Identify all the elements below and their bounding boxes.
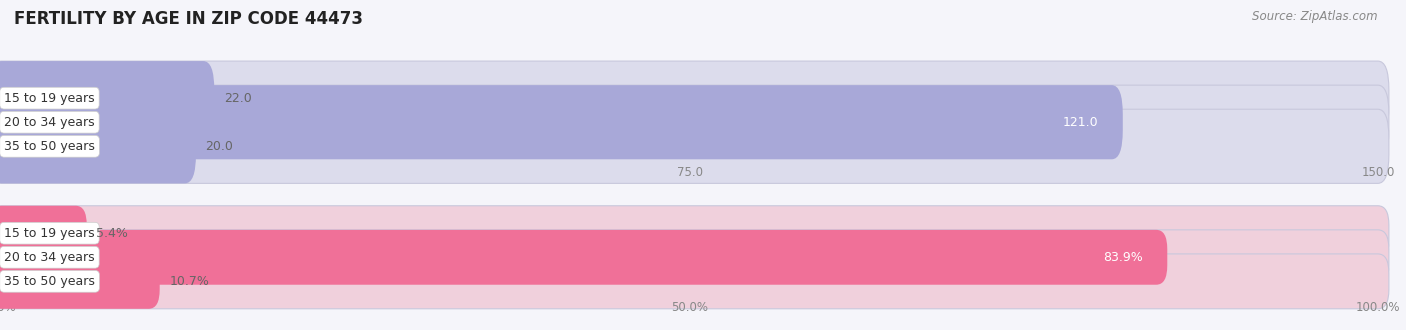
Text: 20.0: 20.0 bbox=[205, 140, 233, 153]
FancyBboxPatch shape bbox=[0, 206, 87, 261]
Text: FERTILITY BY AGE IN ZIP CODE 44473: FERTILITY BY AGE IN ZIP CODE 44473 bbox=[14, 10, 363, 28]
Text: 20 to 34 years: 20 to 34 years bbox=[4, 251, 94, 264]
FancyBboxPatch shape bbox=[0, 85, 1389, 159]
Text: 22.0: 22.0 bbox=[224, 92, 252, 105]
FancyBboxPatch shape bbox=[0, 61, 1389, 135]
Text: 15 to 19 years: 15 to 19 years bbox=[4, 92, 94, 105]
Text: 35 to 50 years: 35 to 50 years bbox=[4, 140, 96, 153]
Text: 35 to 50 years: 35 to 50 years bbox=[4, 275, 96, 288]
FancyBboxPatch shape bbox=[0, 109, 195, 183]
FancyBboxPatch shape bbox=[0, 254, 1389, 309]
Text: 83.9%: 83.9% bbox=[1102, 251, 1143, 264]
Text: 5.4%: 5.4% bbox=[97, 227, 128, 240]
Text: 10.7%: 10.7% bbox=[169, 275, 209, 288]
Text: 20 to 34 years: 20 to 34 years bbox=[4, 116, 94, 129]
FancyBboxPatch shape bbox=[0, 230, 1167, 285]
FancyBboxPatch shape bbox=[0, 230, 1389, 285]
FancyBboxPatch shape bbox=[0, 206, 1389, 261]
FancyBboxPatch shape bbox=[0, 85, 1123, 159]
FancyBboxPatch shape bbox=[0, 254, 160, 309]
FancyBboxPatch shape bbox=[0, 61, 214, 135]
Text: 121.0: 121.0 bbox=[1063, 116, 1098, 129]
FancyBboxPatch shape bbox=[0, 109, 1389, 183]
Text: Source: ZipAtlas.com: Source: ZipAtlas.com bbox=[1253, 10, 1378, 23]
Text: 15 to 19 years: 15 to 19 years bbox=[4, 227, 94, 240]
